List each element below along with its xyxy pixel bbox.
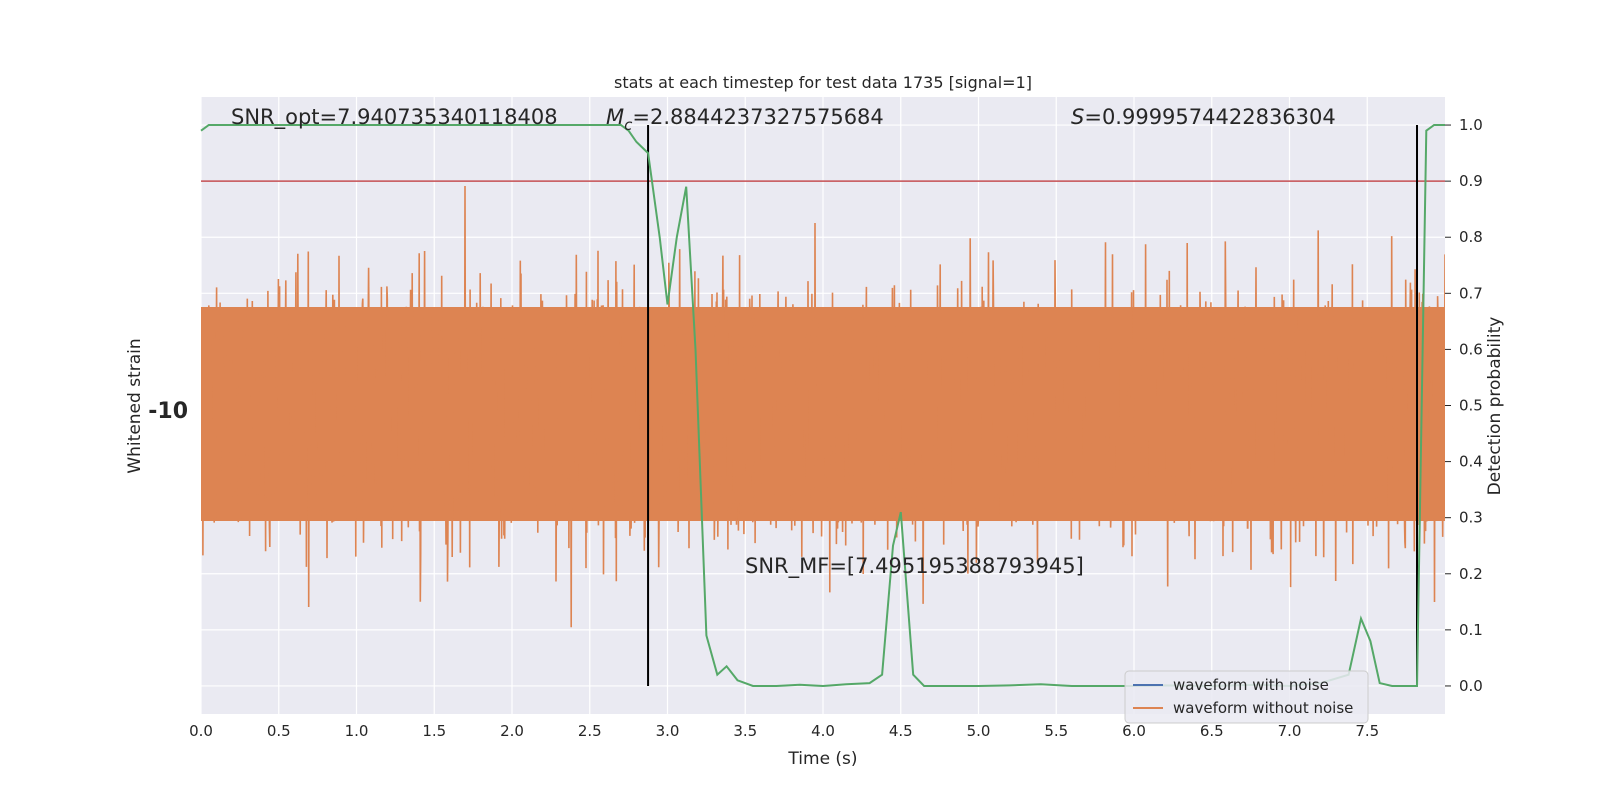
- y-tick-label: 0.5: [1459, 397, 1483, 415]
- y-axis-label-right: Detection probability: [1485, 317, 1505, 496]
- y-axis-label-left: Whitened strain: [125, 338, 145, 473]
- x-ticks: 0.0 0.5 1.0 1.5 2.0 2.5 3.0 3.5 4.0 4.5 5.0 5.5 6.0 6…: [189, 722, 1379, 740]
- x-tick-label: 0.0: [189, 722, 213, 740]
- y-tick-label: 1.0: [1459, 116, 1483, 134]
- x-tick-label: 1.5: [422, 722, 446, 740]
- annotation-snr-opt: SNR_opt=7.940735340118408: [231, 105, 558, 130]
- y-tick-label: 0.1: [1459, 621, 1483, 639]
- x-tick-label: 6.5: [1200, 722, 1224, 740]
- y-tick-label: 0.9: [1459, 172, 1483, 190]
- y-tick-label: 0.2: [1459, 565, 1483, 583]
- y-tick-label: 0.0: [1459, 677, 1483, 695]
- reference-lines: [201, 125, 1445, 686]
- x-axis-label: Time (s): [787, 749, 857, 769]
- x-tick-label: 7.0: [1278, 722, 1302, 740]
- x-tick-label: 5.5: [1044, 722, 1068, 740]
- legend-label-with-noise: waveform with noise: [1173, 676, 1329, 694]
- x-tick-label: 4.5: [889, 722, 913, 740]
- strain-line: [201, 185, 1445, 628]
- annotation-s: S=0.9999574422836304: [1071, 105, 1336, 129]
- annotation-mc: Mc=2.8844237327575684: [606, 105, 884, 134]
- x-tick-label: 1.0: [345, 722, 369, 740]
- y-tick-label: 0.7: [1459, 284, 1483, 302]
- left-axis-tick-label: -10: [148, 399, 188, 424]
- x-tick-label: 6.0: [1122, 722, 1146, 740]
- strain-series: [201, 185, 1445, 628]
- legend-label-without-noise: waveform without noise: [1173, 699, 1353, 717]
- legend: waveform with noise waveform without noi…: [1124, 670, 1369, 724]
- y-ticks-right: 0.0 0.1 0.2 0.3 0.4 0.5 0.6 0.7 0.8 0.9 1.0: [1445, 116, 1483, 695]
- x-tick-label: 2.0: [500, 722, 524, 740]
- x-tick-label: 4.0: [811, 722, 835, 740]
- x-tick-label: 0.5: [267, 722, 291, 740]
- x-tick-label: 7.5: [1355, 722, 1379, 740]
- annotation-snr-mf: SNR_MF=[7.495195388793945]: [745, 554, 1084, 579]
- legend-box: [1124, 670, 1369, 724]
- y-tick-label: 0.6: [1459, 340, 1483, 358]
- x-tick-label: 3.5: [733, 722, 757, 740]
- y-tick-label: 0.4: [1459, 453, 1483, 471]
- y-tick-label: 0.3: [1459, 509, 1483, 527]
- x-tick-label: 3.0: [656, 722, 680, 740]
- chart-title: stats at each timestep for test data 173…: [614, 73, 1032, 92]
- x-tick-label: 2.5: [578, 722, 602, 740]
- y-tick-label: 0.8: [1459, 228, 1483, 246]
- x-tick-label: 5.0: [967, 722, 991, 740]
